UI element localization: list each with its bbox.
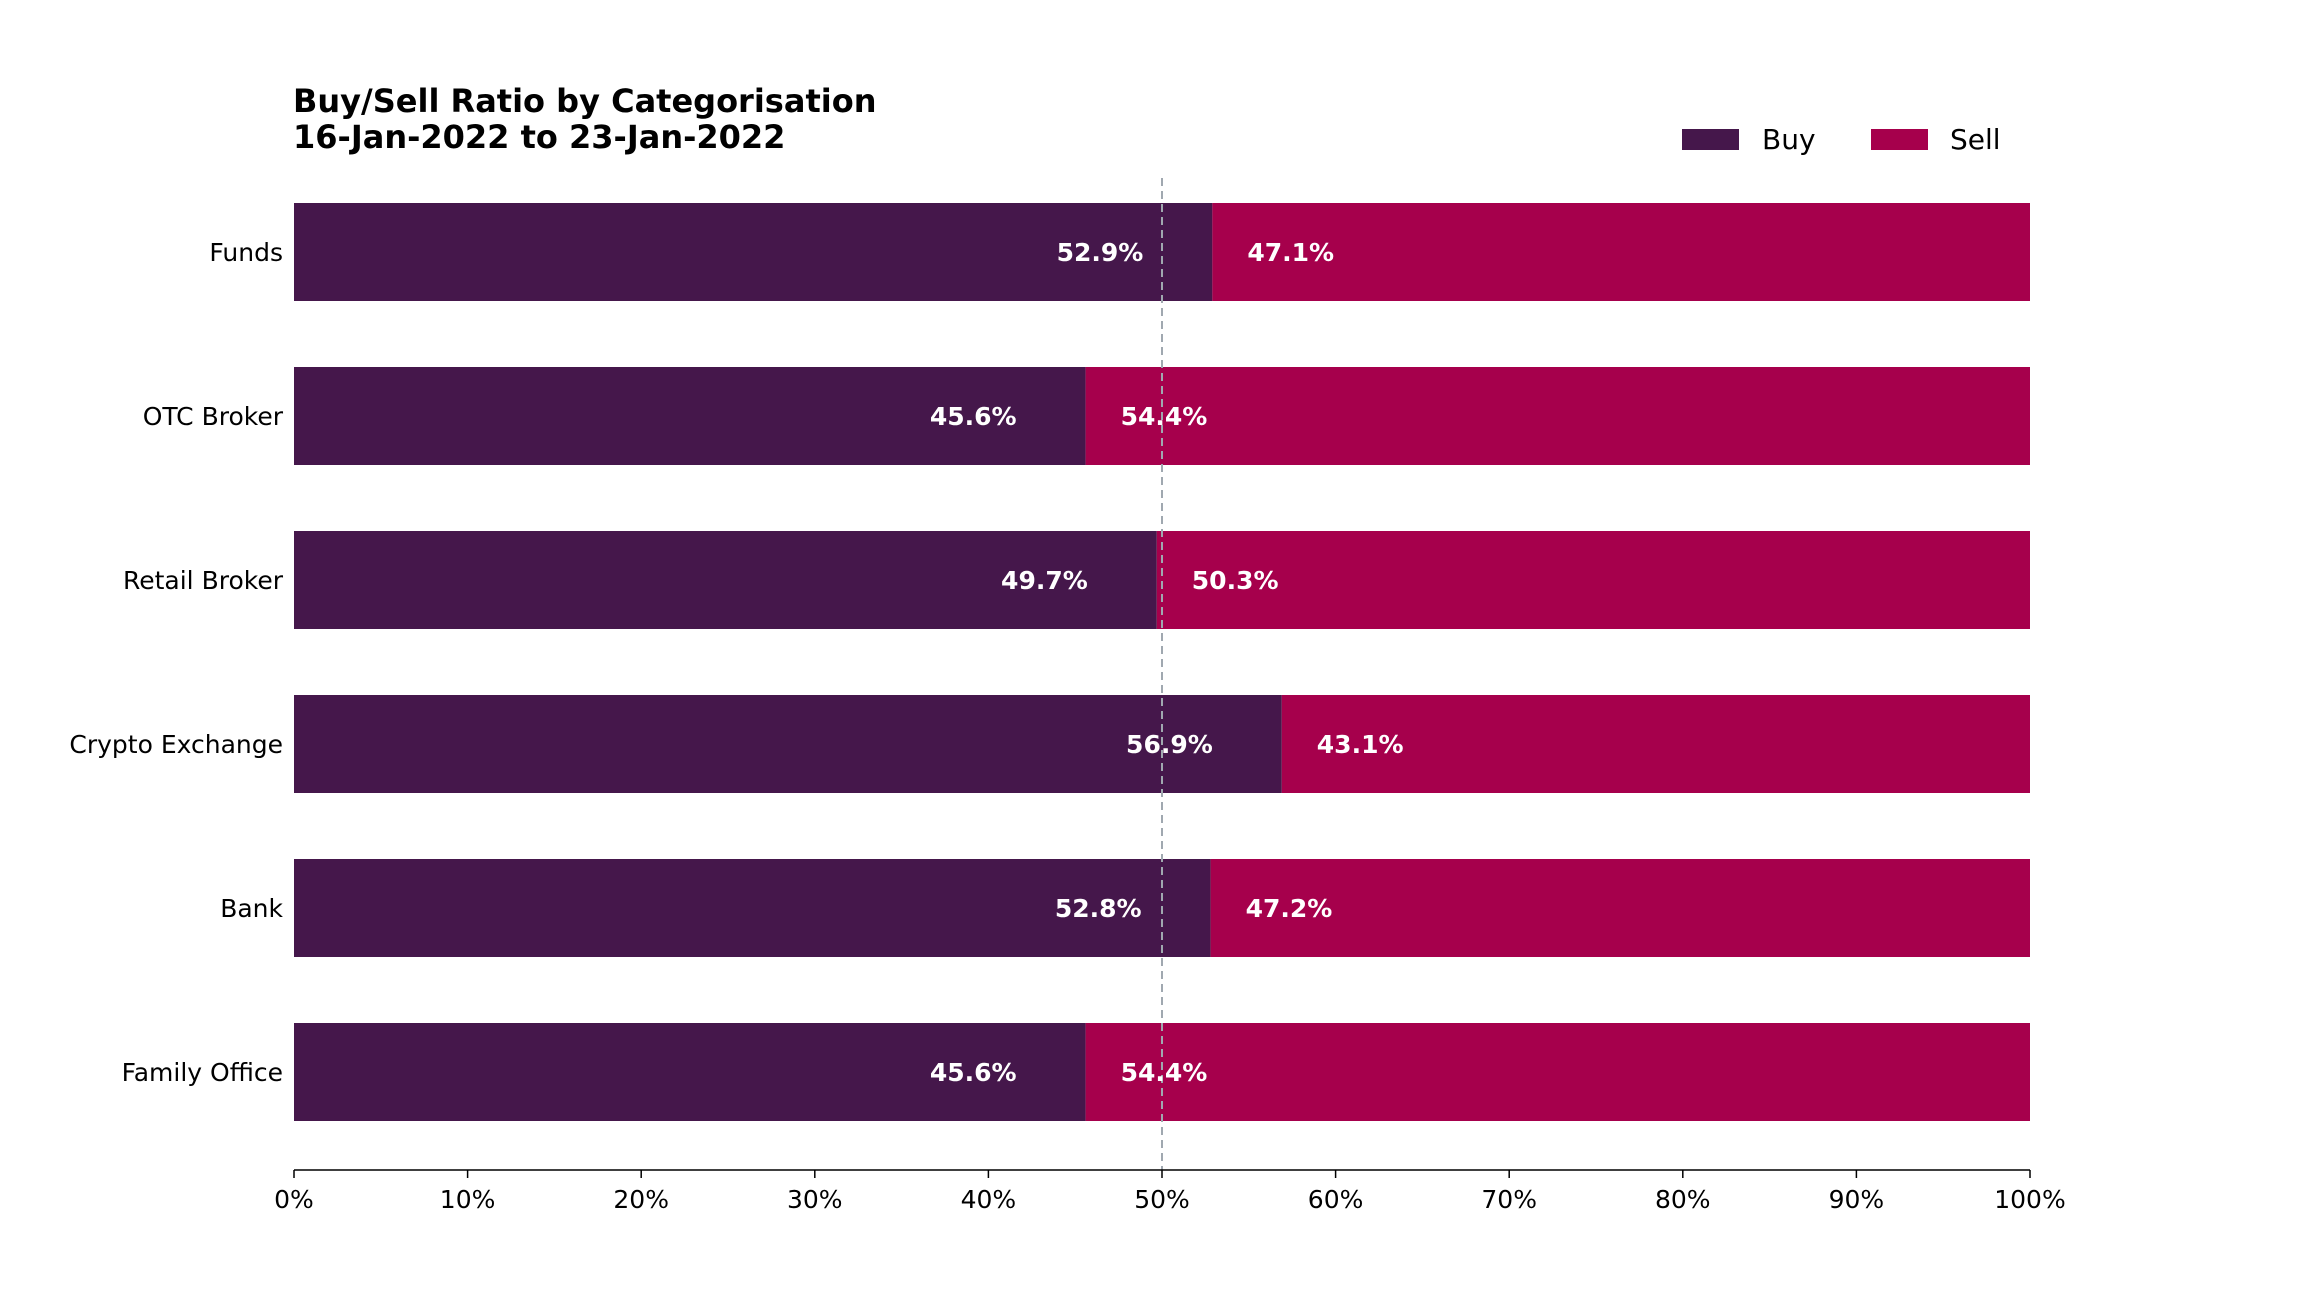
- x-tick-label: 30%: [787, 1185, 843, 1214]
- data-label-sell: 50.3%: [1192, 566, 1279, 595]
- category-label: Family Office: [122, 1058, 283, 1087]
- legend-label-buy[interactable]: Buy: [1762, 123, 1816, 156]
- x-tick-label: 60%: [1308, 1185, 1364, 1214]
- data-label-sell: 43.1%: [1317, 730, 1404, 759]
- bar-sell[interactable]: [1212, 203, 2030, 301]
- bar-buy[interactable]: [294, 203, 1213, 301]
- data-label-buy: 49.7%: [1001, 566, 1088, 595]
- axis-layer: Funds OTC Broker Retail Broker Crypto Excha…: [69, 238, 2065, 1214]
- x-tick-label: 0%: [274, 1185, 314, 1214]
- bar-sell[interactable]: [1281, 695, 2030, 793]
- bar-sell[interactable]: [1210, 859, 2030, 957]
- category-label: Retail Broker: [123, 566, 284, 595]
- bar-sell[interactable]: [1085, 367, 2030, 465]
- data-label-sell: 47.2%: [1246, 894, 1333, 923]
- x-tick-label: 100%: [1994, 1185, 2065, 1214]
- chart-title: Buy/Sell Ratio by Categorisation: [293, 82, 876, 120]
- x-tick-label: 90%: [1829, 1185, 1885, 1214]
- data-label-sell: 54.4%: [1121, 402, 1208, 431]
- data-label-buy: 56.9%: [1126, 730, 1213, 759]
- data-label-buy: 45.6%: [930, 402, 1017, 431]
- x-tick-label: 40%: [961, 1185, 1017, 1214]
- legend[interactable]: Buy Sell: [1682, 123, 2001, 156]
- category-label: OTC Broker: [143, 402, 284, 431]
- x-tick-label: 70%: [1481, 1185, 1537, 1214]
- bar-buy[interactable]: [294, 367, 1086, 465]
- bar-sell[interactable]: [1156, 531, 2030, 629]
- category-label: Bank: [220, 894, 283, 923]
- bars-layer: [294, 203, 2030, 1121]
- data-label-buy: 52.9%: [1057, 238, 1144, 267]
- bar-buy[interactable]: [294, 1023, 1086, 1121]
- bar-sell[interactable]: [1085, 1023, 2030, 1121]
- x-tick-label: 10%: [440, 1185, 496, 1214]
- bar-buy[interactable]: [294, 859, 1211, 957]
- x-tick-label: 20%: [613, 1185, 669, 1214]
- legend-swatch-sell: [1871, 129, 1928, 150]
- chart-subtitle: 16-Jan-2022 to 23-Jan-2022: [293, 118, 785, 156]
- x-tick-label: 80%: [1655, 1185, 1711, 1214]
- bar-buy[interactable]: [294, 695, 1282, 793]
- legend-swatch-buy: [1682, 129, 1739, 150]
- legend-label-sell[interactable]: Sell: [1950, 123, 2001, 156]
- x-tick-label: 50%: [1134, 1185, 1190, 1214]
- data-label-sell: 47.1%: [1247, 238, 1334, 267]
- data-label-sell: 54.4%: [1121, 1058, 1208, 1087]
- data-label-buy: 45.6%: [930, 1058, 1017, 1087]
- bar-buy[interactable]: [294, 531, 1157, 629]
- data-labels-layer: 52.9% 47.1% 45.6% 54.4% 49.7% 50.3% 56.9% 43.1%…: [930, 238, 1404, 1087]
- category-label: Funds: [209, 238, 283, 267]
- category-label: Crypto Exchange: [69, 730, 283, 759]
- data-label-buy: 52.8%: [1055, 894, 1142, 923]
